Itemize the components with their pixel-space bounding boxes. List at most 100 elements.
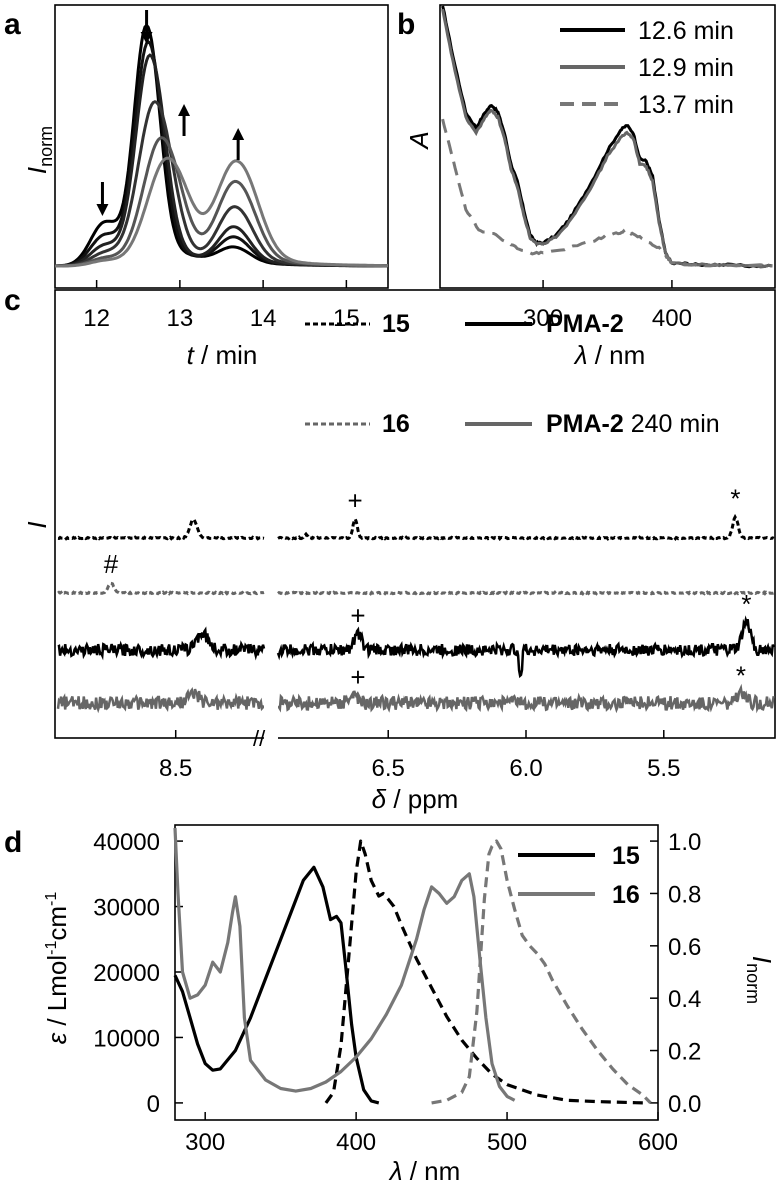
d-y-right-tick-label: 1.0 (668, 829, 701, 856)
svg-text:Inorm: Inorm (743, 956, 777, 1004)
panel-d-ticks: 300 400 500 600 0 10000 20000 30000 40000 0.0 0.2 0… (93, 829, 701, 1156)
panel-c-x-ticks: 8.5 6.5 6.0 5.5 (159, 730, 680, 782)
d-y-right-tick-label: 0.8 (668, 881, 701, 908)
panel-a-x-label-var: t (187, 340, 196, 370)
c-series-line (57, 518, 265, 542)
c-peak-annotation: + (350, 662, 365, 692)
panel-d-y-left-sup2: -1 (43, 892, 60, 906)
legend-label-16: 16 (382, 410, 410, 438)
d-x-tick-label: 300 (185, 1129, 225, 1156)
c-series-line (277, 513, 775, 542)
c-peak-annotation: + (348, 485, 363, 515)
c-x-tick-label: 6.0 (509, 755, 542, 782)
panel-d-x-label-unit: / nm (403, 1156, 461, 1186)
c-series-line (56, 686, 266, 714)
panel-d-y-right-sub: norm (743, 963, 763, 1004)
a-arrow-head (178, 104, 191, 116)
legend-label-12-9: 12.9 min (638, 54, 734, 82)
panel-d-letter: d (4, 826, 22, 859)
legend-label-pma2-240-suffix: 240 min (624, 410, 720, 438)
panel-d-y-right-label: Inorm (743, 956, 777, 1004)
panel-c-x-label-unit: / ppm (386, 784, 458, 814)
a-series-line (55, 39, 388, 268)
panel-d-y-left-label: ε / Lmol-1cm-1 (42, 892, 72, 1045)
panel-b-x-ticks: 300 400 (523, 280, 692, 332)
b-x-tick-label: 300 (523, 305, 563, 332)
d-y-right-tick-label: 0.2 (668, 1039, 701, 1066)
a-x-tick-label: 13 (167, 305, 194, 332)
c-peak-annotation: * (736, 661, 746, 691)
a-series-line (55, 156, 388, 268)
c-peak-annotation: # (104, 549, 119, 579)
c-peak-annotation: * (741, 589, 751, 619)
panel-a-frame (54, 4, 389, 289)
panel-c-letter: c (4, 284, 21, 317)
panel-b-x-label: λ / nm (573, 340, 646, 370)
panel-d-y-left-sup1: -1 (43, 941, 60, 955)
svg-text:ε / Lmol-1cm-1: ε / Lmol-1cm-1 (42, 892, 72, 1045)
panel-b-frame (439, 4, 776, 289)
a-x-tick-label: 15 (333, 305, 360, 332)
svg-text:Inorm: Inorm (22, 126, 56, 174)
a-x-tick-label: 14 (250, 305, 277, 332)
panel-c-y-label: I (22, 521, 52, 528)
a-arrow-head (140, 32, 153, 44)
b-series-line (441, 8, 773, 269)
panel-c-legend: 15 16 PMA-2 PMA-2 240 min (305, 310, 720, 438)
panel-d-y-right-var: I (747, 956, 777, 963)
d-y-right-tick-label: 0.0 (668, 1091, 701, 1118)
panel-c-series (56, 513, 775, 714)
panel-b-letter: b (397, 8, 415, 41)
b-series-line (441, 118, 773, 268)
a-x-tick-label: 12 (83, 305, 110, 332)
d-y-left-tick-label: 40000 (93, 829, 160, 856)
d-y-left-tick-label: 30000 (93, 895, 160, 922)
panel-a-y-label-sub: norm (36, 126, 56, 167)
c-peak-annotation: + (350, 601, 365, 631)
panel-c-frame (54, 289, 776, 739)
a-series-line (55, 136, 388, 268)
panel-b-series (441, 5, 773, 269)
panel-b-x-label-unit: / nm (588, 340, 646, 370)
panel-c-x-label-var: δ (372, 784, 387, 814)
panel-c-x-label: δ / ppm (372, 784, 459, 814)
panel-a-letter: a (4, 8, 21, 41)
c-series-line (276, 615, 775, 679)
d-x-tick-label: 500 (487, 1129, 527, 1156)
c-peak-annotation: * (730, 484, 740, 514)
panel-a-x-label: t / min (187, 340, 258, 370)
b-series-line (441, 5, 773, 269)
axis-break-gap (264, 700, 278, 750)
legend-label-12-6: 12.6 min (638, 17, 734, 45)
legend-label-pma2-240: PMA-2 240 min (546, 410, 720, 438)
panel-b-legend: 12.6 min 12.9 min 13.7 min (560, 17, 734, 119)
d-series-line (431, 839, 652, 1105)
panel-a-arrow-markers (96, 10, 245, 216)
panel-c-y-label-var: I (22, 521, 52, 528)
c-series-line (277, 683, 775, 714)
panel-d-y-left-var: ε (42, 1032, 72, 1044)
c-x-tick-label: 8.5 (159, 755, 192, 782)
a-arrow-head (96, 204, 109, 216)
d-y-left-tick-label: 0 (147, 1091, 160, 1118)
legend-label-d-15: 15 (612, 842, 640, 870)
panel-b-x-label-var: λ (573, 340, 588, 370)
panel-b: b 300 400 12.6 min 12.9 min 13.7 min λ / … (397, 4, 776, 370)
panel-a-x-ticks: 12 13 14 15 (83, 280, 360, 332)
panel-d-y-left-unit: / Lmol (42, 955, 72, 1033)
legend-label-d-16: 16 (612, 881, 640, 909)
d-y-right-tick-label: 0.4 (668, 986, 701, 1013)
panel-a-y-label: Inorm (22, 126, 56, 174)
c-series-line (57, 581, 265, 597)
legend-label-pma2-240-bold: PMA-2 (546, 410, 624, 438)
panel-d-y-left-mid: cm (42, 906, 72, 941)
d-series-line (173, 865, 380, 1105)
d-y-left-tick-label: 20000 (93, 960, 160, 987)
panel-b-y-label-var: A (404, 131, 434, 150)
panel-d-frame (174, 824, 659, 1121)
panel-d-series (173, 827, 652, 1105)
panel-a: a 12 13 14 15 t / min Inorm (4, 4, 389, 370)
legend-label-15: 15 (382, 310, 410, 338)
a-arrow-head (232, 128, 245, 140)
